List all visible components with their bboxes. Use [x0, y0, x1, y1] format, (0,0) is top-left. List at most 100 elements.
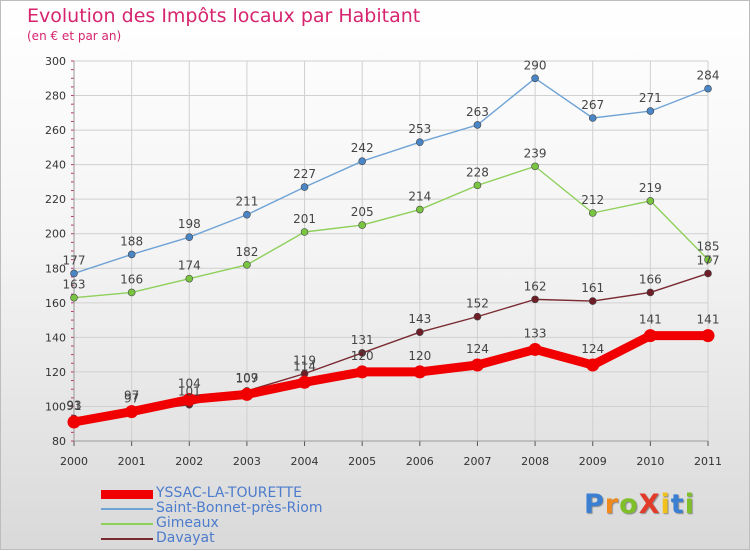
data-label: 101: [178, 385, 201, 399]
x-tick-label: 2010: [636, 455, 664, 468]
data-point: [704, 255, 712, 264]
data-point: [185, 274, 194, 283]
y-tick-label: 260: [45, 124, 66, 137]
x-tick-label: 2006: [406, 455, 434, 468]
data-label: 97: [124, 389, 139, 403]
data-point: [586, 358, 600, 372]
legend-label: YSSAC-LA-TOURETTE: [156, 485, 302, 501]
data-point: [243, 210, 251, 219]
x-tick-label: 2000: [60, 455, 88, 468]
series-line: [73, 77, 709, 275]
data-label: 228: [466, 165, 489, 179]
data-label: 141: [697, 313, 720, 327]
data-label: 239: [524, 146, 547, 160]
data-point: [588, 114, 597, 122]
chart-title: Evolution des Impôts locaux par Habitant: [27, 5, 421, 27]
data-label: 141: [639, 313, 662, 327]
y-tick-label: 180: [45, 262, 66, 275]
data-point: [358, 349, 366, 357]
data-point: [646, 107, 655, 115]
data-label: 185: [697, 240, 720, 254]
y-tick-label: 140: [45, 331, 66, 344]
data-point: [125, 405, 139, 419]
data-label: 214: [408, 190, 431, 204]
x-tick-label: 2007: [463, 455, 491, 468]
y-tick-label: 280: [45, 90, 66, 103]
x-tick-label: 2005: [348, 455, 376, 468]
y-tick-label: 80: [52, 435, 66, 448]
data-label: 124: [581, 342, 604, 356]
data-point: [704, 269, 712, 278]
y-tick-label: 200: [45, 228, 66, 241]
data-label: 177: [697, 253, 720, 267]
y-tick-label: 220: [45, 193, 66, 206]
data-point: [531, 295, 539, 304]
legend-label: Davayat: [156, 530, 215, 546]
data-point: [298, 375, 312, 389]
data-label: 271: [639, 91, 662, 105]
data-label: 166: [639, 272, 662, 286]
data-point: [646, 197, 655, 205]
data-label: 119: [293, 354, 316, 368]
data-point: [704, 84, 712, 93]
data-point: [416, 328, 424, 336]
data-label: 198: [178, 217, 201, 231]
chart-subtitle: (en € et par an): [27, 29, 122, 43]
x-tick-label: 2009: [579, 455, 607, 468]
data-label: 177: [63, 253, 86, 267]
data-label: 131: [351, 333, 374, 347]
data-point: [185, 233, 194, 241]
series-line: [69, 331, 713, 427]
data-point: [300, 228, 309, 236]
data-point: [588, 297, 597, 305]
series-saint-bonnet-pr-s-riom: [70, 74, 712, 278]
legend-swatch: [101, 523, 153, 525]
logo-letter: t: [670, 489, 685, 520]
data-label: 253: [408, 122, 431, 136]
data-point: [531, 74, 539, 83]
data-label: 161: [581, 281, 604, 295]
data-label: 263: [466, 105, 489, 119]
data-label: 104: [178, 377, 201, 391]
series-yssac-la-tourette: [67, 329, 715, 429]
data-label: 166: [120, 272, 143, 286]
data-label: 109: [235, 371, 258, 385]
data-point: [67, 415, 81, 429]
data-point: [70, 293, 78, 302]
data-label: 284: [697, 69, 720, 83]
logo-letter: X: [638, 489, 661, 520]
data-label: 107: [235, 371, 258, 385]
logo-letter: i: [660, 489, 671, 520]
data-label: 114: [293, 359, 316, 373]
series-line: [73, 272, 709, 420]
data-label: 152: [466, 297, 489, 311]
legend-swatch: [101, 490, 153, 499]
data-label: 162: [524, 279, 547, 293]
y-tick-label: 100: [45, 400, 66, 413]
data-point: [643, 329, 657, 343]
data-label: 211: [235, 195, 258, 209]
data-label: 212: [581, 193, 604, 207]
data-point: [701, 329, 715, 343]
data-label: 97: [124, 392, 139, 406]
logo-letter: i: [684, 489, 695, 520]
data-label: 120: [408, 349, 431, 363]
data-point: [473, 312, 482, 321]
legend-swatch: [101, 538, 153, 540]
data-point: [473, 121, 482, 129]
data-label: 201: [293, 212, 316, 226]
legend-swatch: [101, 508, 153, 510]
data-point: [646, 288, 655, 297]
y-tick-label: 160: [45, 297, 66, 310]
data-point: [528, 342, 542, 356]
x-tick-label: 2011: [694, 455, 722, 468]
data-label: 219: [639, 181, 662, 195]
data-label: 93: [66, 399, 81, 413]
series-layer: [67, 74, 715, 429]
data-point: [413, 365, 427, 379]
proxiti-logo: ProXiti: [584, 489, 695, 520]
data-label: 242: [351, 141, 374, 155]
data-label: 133: [524, 326, 547, 340]
data-point: [588, 209, 597, 217]
